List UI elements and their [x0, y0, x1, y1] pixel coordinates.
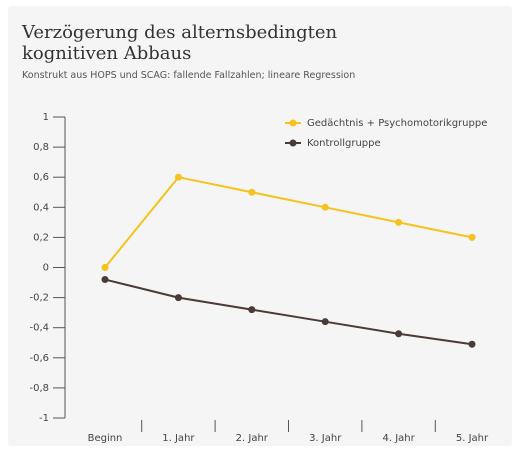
x-tick-label: 2. Jahr — [236, 433, 269, 444]
legend-marker — [289, 119, 297, 127]
legend-label: Gedächtnis + Psychomotorikgruppe — [307, 118, 487, 129]
data-point — [248, 188, 256, 196]
x-tick-label: Beginn — [88, 433, 123, 444]
data-point — [468, 340, 476, 348]
y-tick-label: 1 — [43, 112, 49, 123]
x-tick-label: 4. Jahr — [382, 433, 415, 444]
series-line — [104, 278, 473, 346]
chart-title: Verzögerung des alternsbedingten kogniti… — [22, 22, 338, 64]
data-point — [248, 306, 256, 314]
x-tick-label: 1. Jahr — [162, 433, 195, 444]
y-tick-label: -0,4 — [29, 323, 49, 334]
card — [8, 6, 512, 446]
data-point — [395, 330, 403, 338]
series-line — [104, 176, 473, 269]
data-point — [174, 294, 182, 302]
legend-label: Kontrollgruppe — [307, 138, 381, 149]
data-point — [468, 233, 476, 241]
y-tick-label: 0,4 — [33, 202, 49, 213]
data-point — [321, 203, 329, 211]
y-tick-label: -1 — [39, 413, 49, 424]
legend-marker — [289, 139, 297, 147]
data-point — [101, 264, 109, 271]
y-tick-label: 0,6 — [33, 172, 49, 183]
chart-subtitle: Konstrukt aus HOPS und SCAG: fallende Fa… — [22, 70, 356, 81]
x-tick-label: 3. Jahr — [309, 433, 342, 444]
data-point — [321, 318, 329, 326]
y-tick-label: 0 — [43, 263, 49, 274]
data-point — [101, 276, 109, 284]
y-tick-label: -0,8 — [29, 383, 49, 394]
y-tick-label: -0,2 — [29, 293, 49, 304]
data-point — [395, 218, 403, 226]
y-tick-label: 0,8 — [33, 142, 49, 153]
y-tick-label: -0,6 — [29, 353, 49, 364]
data-point — [174, 173, 182, 181]
y-tick-label: 0,2 — [33, 232, 49, 243]
x-tick-label: 5. Jahr — [456, 433, 489, 444]
